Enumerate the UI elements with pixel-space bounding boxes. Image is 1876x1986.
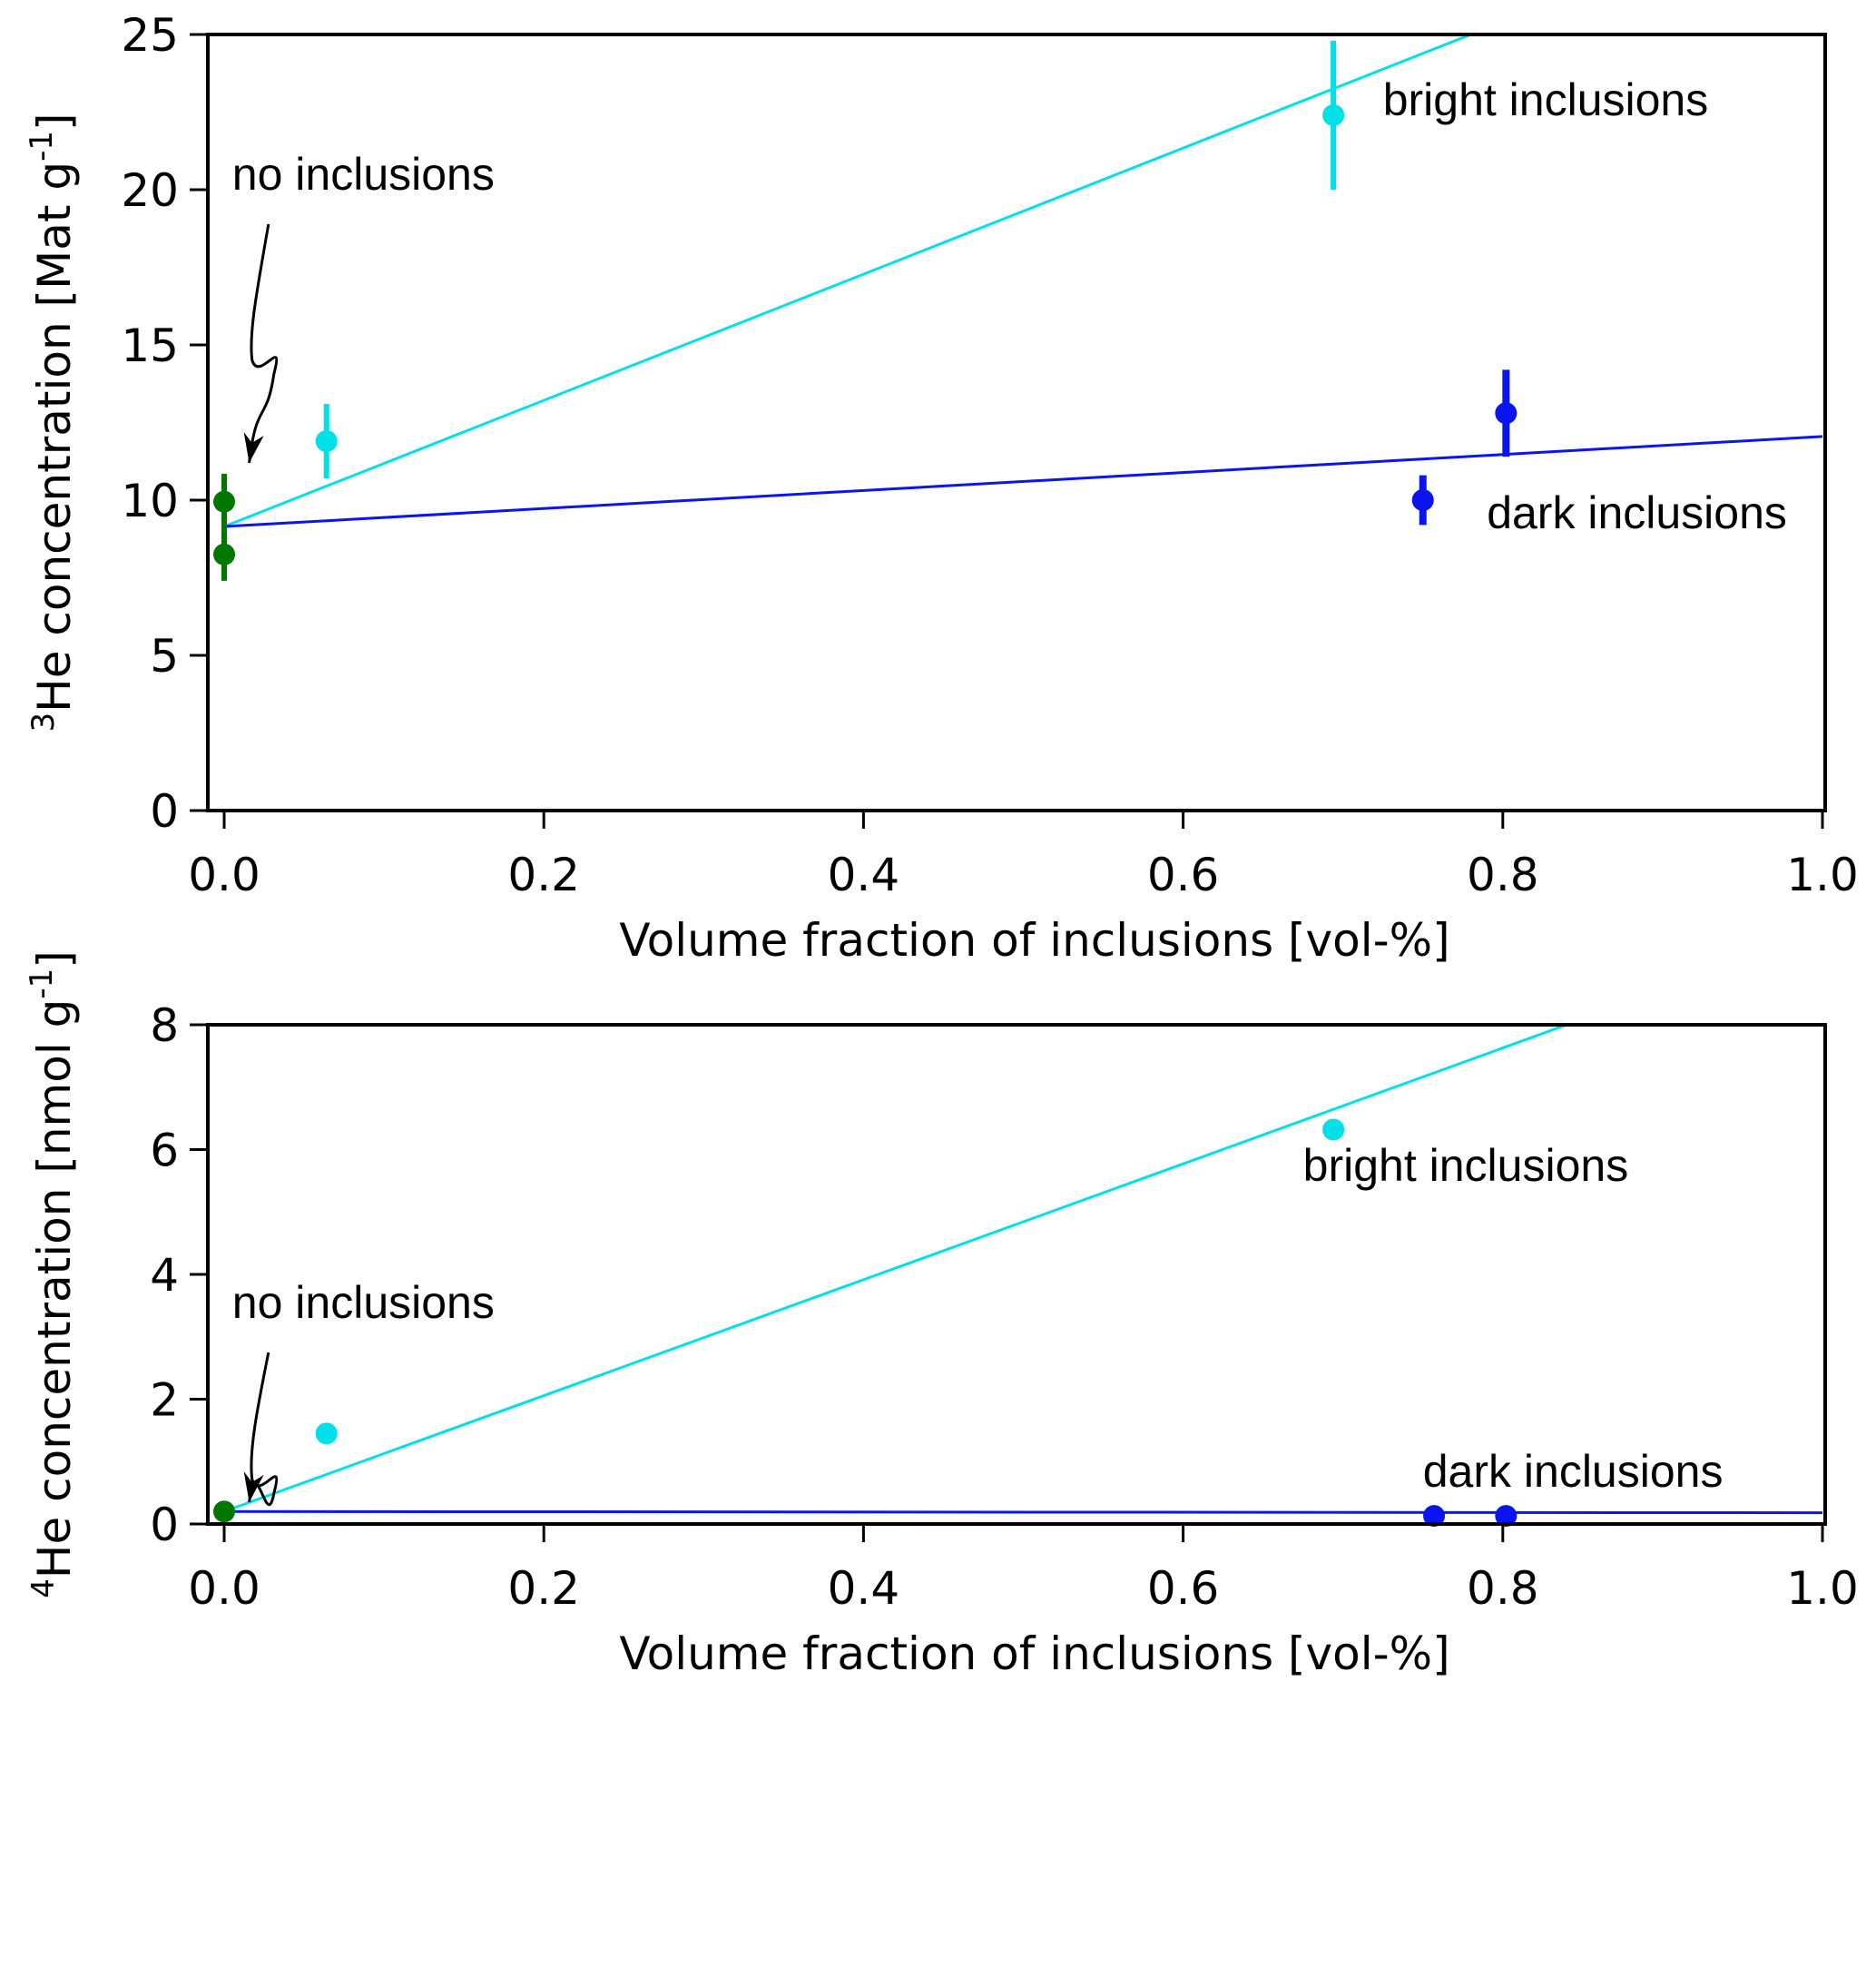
annotation-dark-inclusions: dark inclusions bbox=[1423, 1446, 1724, 1497]
annotation-no-inclusions: no inclusions bbox=[232, 149, 495, 200]
y-label-unit-exponent: -1 bbox=[24, 968, 60, 999]
y-tick-label: 0 bbox=[150, 785, 179, 838]
x-tick-label: 0.0 bbox=[188, 849, 260, 901]
fit-line-dark-fit bbox=[223, 435, 1823, 528]
annotation-dark-inclusions: dark inclusions bbox=[1487, 487, 1787, 538]
data-point-bright-inclusions-0 bbox=[315, 430, 338, 453]
data-point-dark-inclusions-0 bbox=[1423, 1505, 1446, 1528]
y-tick-label: 4 bbox=[150, 1249, 179, 1302]
y-tick-label: 10 bbox=[121, 475, 179, 527]
y-axis-label: 3He concentration [Mat g-1] bbox=[24, 113, 81, 732]
x-tick-label: 0.4 bbox=[828, 1562, 900, 1615]
fit-line-bright-fit bbox=[223, 34, 1472, 528]
x-tick-label: 0.0 bbox=[188, 1562, 260, 1615]
annotation-no-inclusions: no inclusions bbox=[232, 1277, 495, 1328]
x-tick-label: 0.8 bbox=[1467, 1562, 1539, 1615]
x-tick-label: 1.0 bbox=[1786, 1562, 1859, 1615]
x-tick-label: 0.6 bbox=[1147, 1562, 1220, 1615]
annotation-arrow bbox=[248, 223, 279, 464]
y-tick-label: 2 bbox=[150, 1374, 179, 1427]
axes-frame bbox=[206, 33, 1827, 812]
arrow-head-icon bbox=[243, 1470, 264, 1502]
data-point-no-inclusions-0 bbox=[213, 490, 235, 513]
y-tick-label: 0 bbox=[150, 1499, 179, 1551]
y-label-main: He concentration [Mat g bbox=[28, 162, 81, 713]
y-label-main: He concentration [nmol g bbox=[28, 999, 81, 1578]
y-axis-label: 4He concentration [nmol g-1] bbox=[24, 950, 81, 1598]
y-tick-label: 20 bbox=[121, 164, 179, 217]
x-axis-label: Volume fraction of inclusions [vol-%] bbox=[619, 1627, 1449, 1680]
data-point-no-inclusions-0 bbox=[213, 1500, 235, 1523]
panel-bottom: 0.0 0.2 0.4 0.6 0.8 1.0 0 2 4 6 8 Volume fraction o… bbox=[24, 950, 1859, 1680]
y-label-isotope: 3 bbox=[25, 713, 62, 732]
annotation-arrow bbox=[248, 1352, 279, 1507]
y-label-close: ] bbox=[28, 950, 81, 968]
y-tick-label: 25 bbox=[121, 9, 179, 62]
arrow-head-icon bbox=[243, 431, 264, 463]
data-point-dark-inclusions-1 bbox=[1495, 1505, 1517, 1528]
fit-line-bright-fit bbox=[223, 1025, 1567, 1513]
data-point-dark-inclusions-0 bbox=[1411, 489, 1434, 511]
panel-top: 0.0 0.2 0.4 0.6 0.8 1.0 0 5 10 15 20 25 Volume fract… bbox=[24, 9, 1859, 967]
data-point-bright-inclusions-1 bbox=[1322, 103, 1345, 126]
fit-line-dark-fit bbox=[223, 1509, 1823, 1515]
y-tick-label: 6 bbox=[150, 1125, 179, 1177]
x-tick-label: 0.2 bbox=[507, 1562, 580, 1615]
y-tick-label: 15 bbox=[121, 320, 179, 372]
x-tick-label: 0.2 bbox=[507, 849, 580, 901]
y-tick-label: 8 bbox=[150, 999, 179, 1052]
x-tick-label: 0.4 bbox=[828, 849, 900, 901]
x-axis-label: Volume fraction of inclusions [vol-%] bbox=[619, 914, 1449, 967]
x-tick-label: 1.0 bbox=[1786, 849, 1859, 901]
y-label-close: ] bbox=[28, 113, 81, 131]
annotation-bright-inclusions: bright inclusions bbox=[1383, 74, 1709, 125]
data-point-bright-inclusions-0 bbox=[315, 1422, 338, 1445]
y-label-isotope: 4 bbox=[25, 1578, 62, 1598]
data-point-dark-inclusions-1 bbox=[1495, 402, 1517, 425]
x-tick-label: 0.8 bbox=[1467, 849, 1539, 901]
data-point-bright-inclusions-1 bbox=[1322, 1118, 1345, 1141]
y-tick-label: 5 bbox=[150, 630, 179, 683]
y-label-unit-exponent: -1 bbox=[24, 131, 60, 162]
annotation-bright-inclusions: bright inclusions bbox=[1303, 1140, 1629, 1191]
x-tick-label: 0.6 bbox=[1147, 849, 1220, 901]
data-point-no-inclusions-1 bbox=[213, 543, 235, 565]
